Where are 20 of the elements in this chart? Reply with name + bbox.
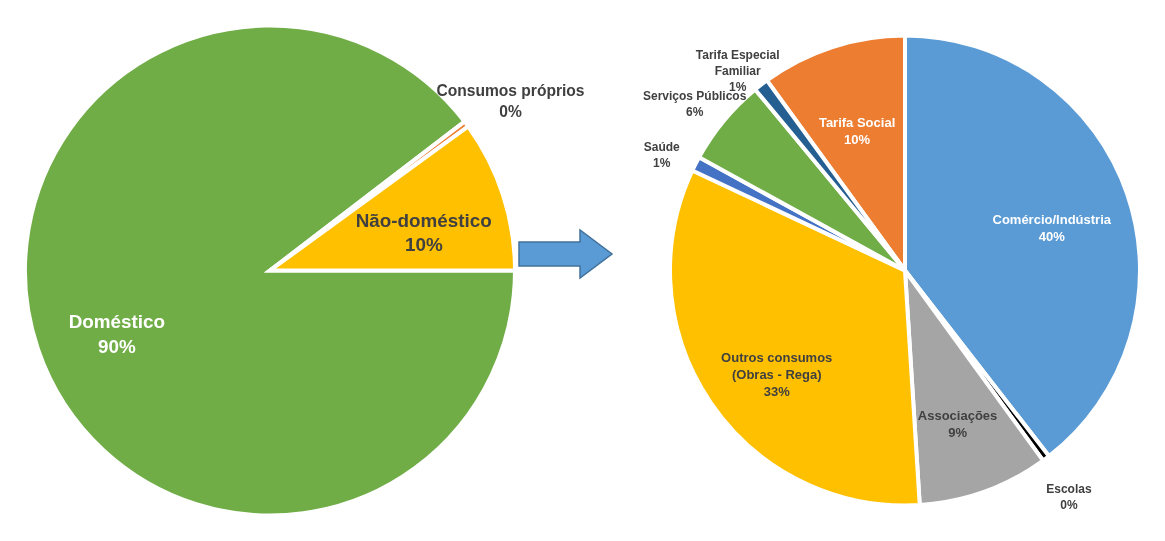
slice-label: Consumos próprios bbox=[436, 82, 585, 100]
data-label: 33% bbox=[763, 383, 791, 399]
slice-label: Outros consumos (Obras - Rega) bbox=[721, 349, 833, 382]
slice-label: Não-doméstico bbox=[355, 209, 492, 231]
data-label: 0% bbox=[499, 102, 522, 120]
data-label: 90% bbox=[97, 336, 136, 358]
slice-label: Comércio/Indústria bbox=[992, 212, 1112, 228]
data-label: 0% bbox=[1060, 497, 1078, 512]
slice-label: Doméstico bbox=[68, 311, 166, 333]
slice-label: Saúde bbox=[643, 139, 681, 154]
data-label: 1% bbox=[653, 155, 671, 170]
slice-label: Tarifa Social bbox=[818, 114, 896, 130]
data-label: 10% bbox=[404, 234, 443, 256]
slice-label: Tarifa Especial Familiar bbox=[695, 47, 780, 78]
data-label: 40% bbox=[1038, 229, 1066, 245]
data-label: 10% bbox=[844, 131, 871, 147]
slice-label: Escolas bbox=[1046, 481, 1092, 496]
slice-label: Associações bbox=[917, 408, 998, 424]
data-label: 9% bbox=[948, 425, 968, 441]
data-label: 6% bbox=[685, 105, 704, 120]
